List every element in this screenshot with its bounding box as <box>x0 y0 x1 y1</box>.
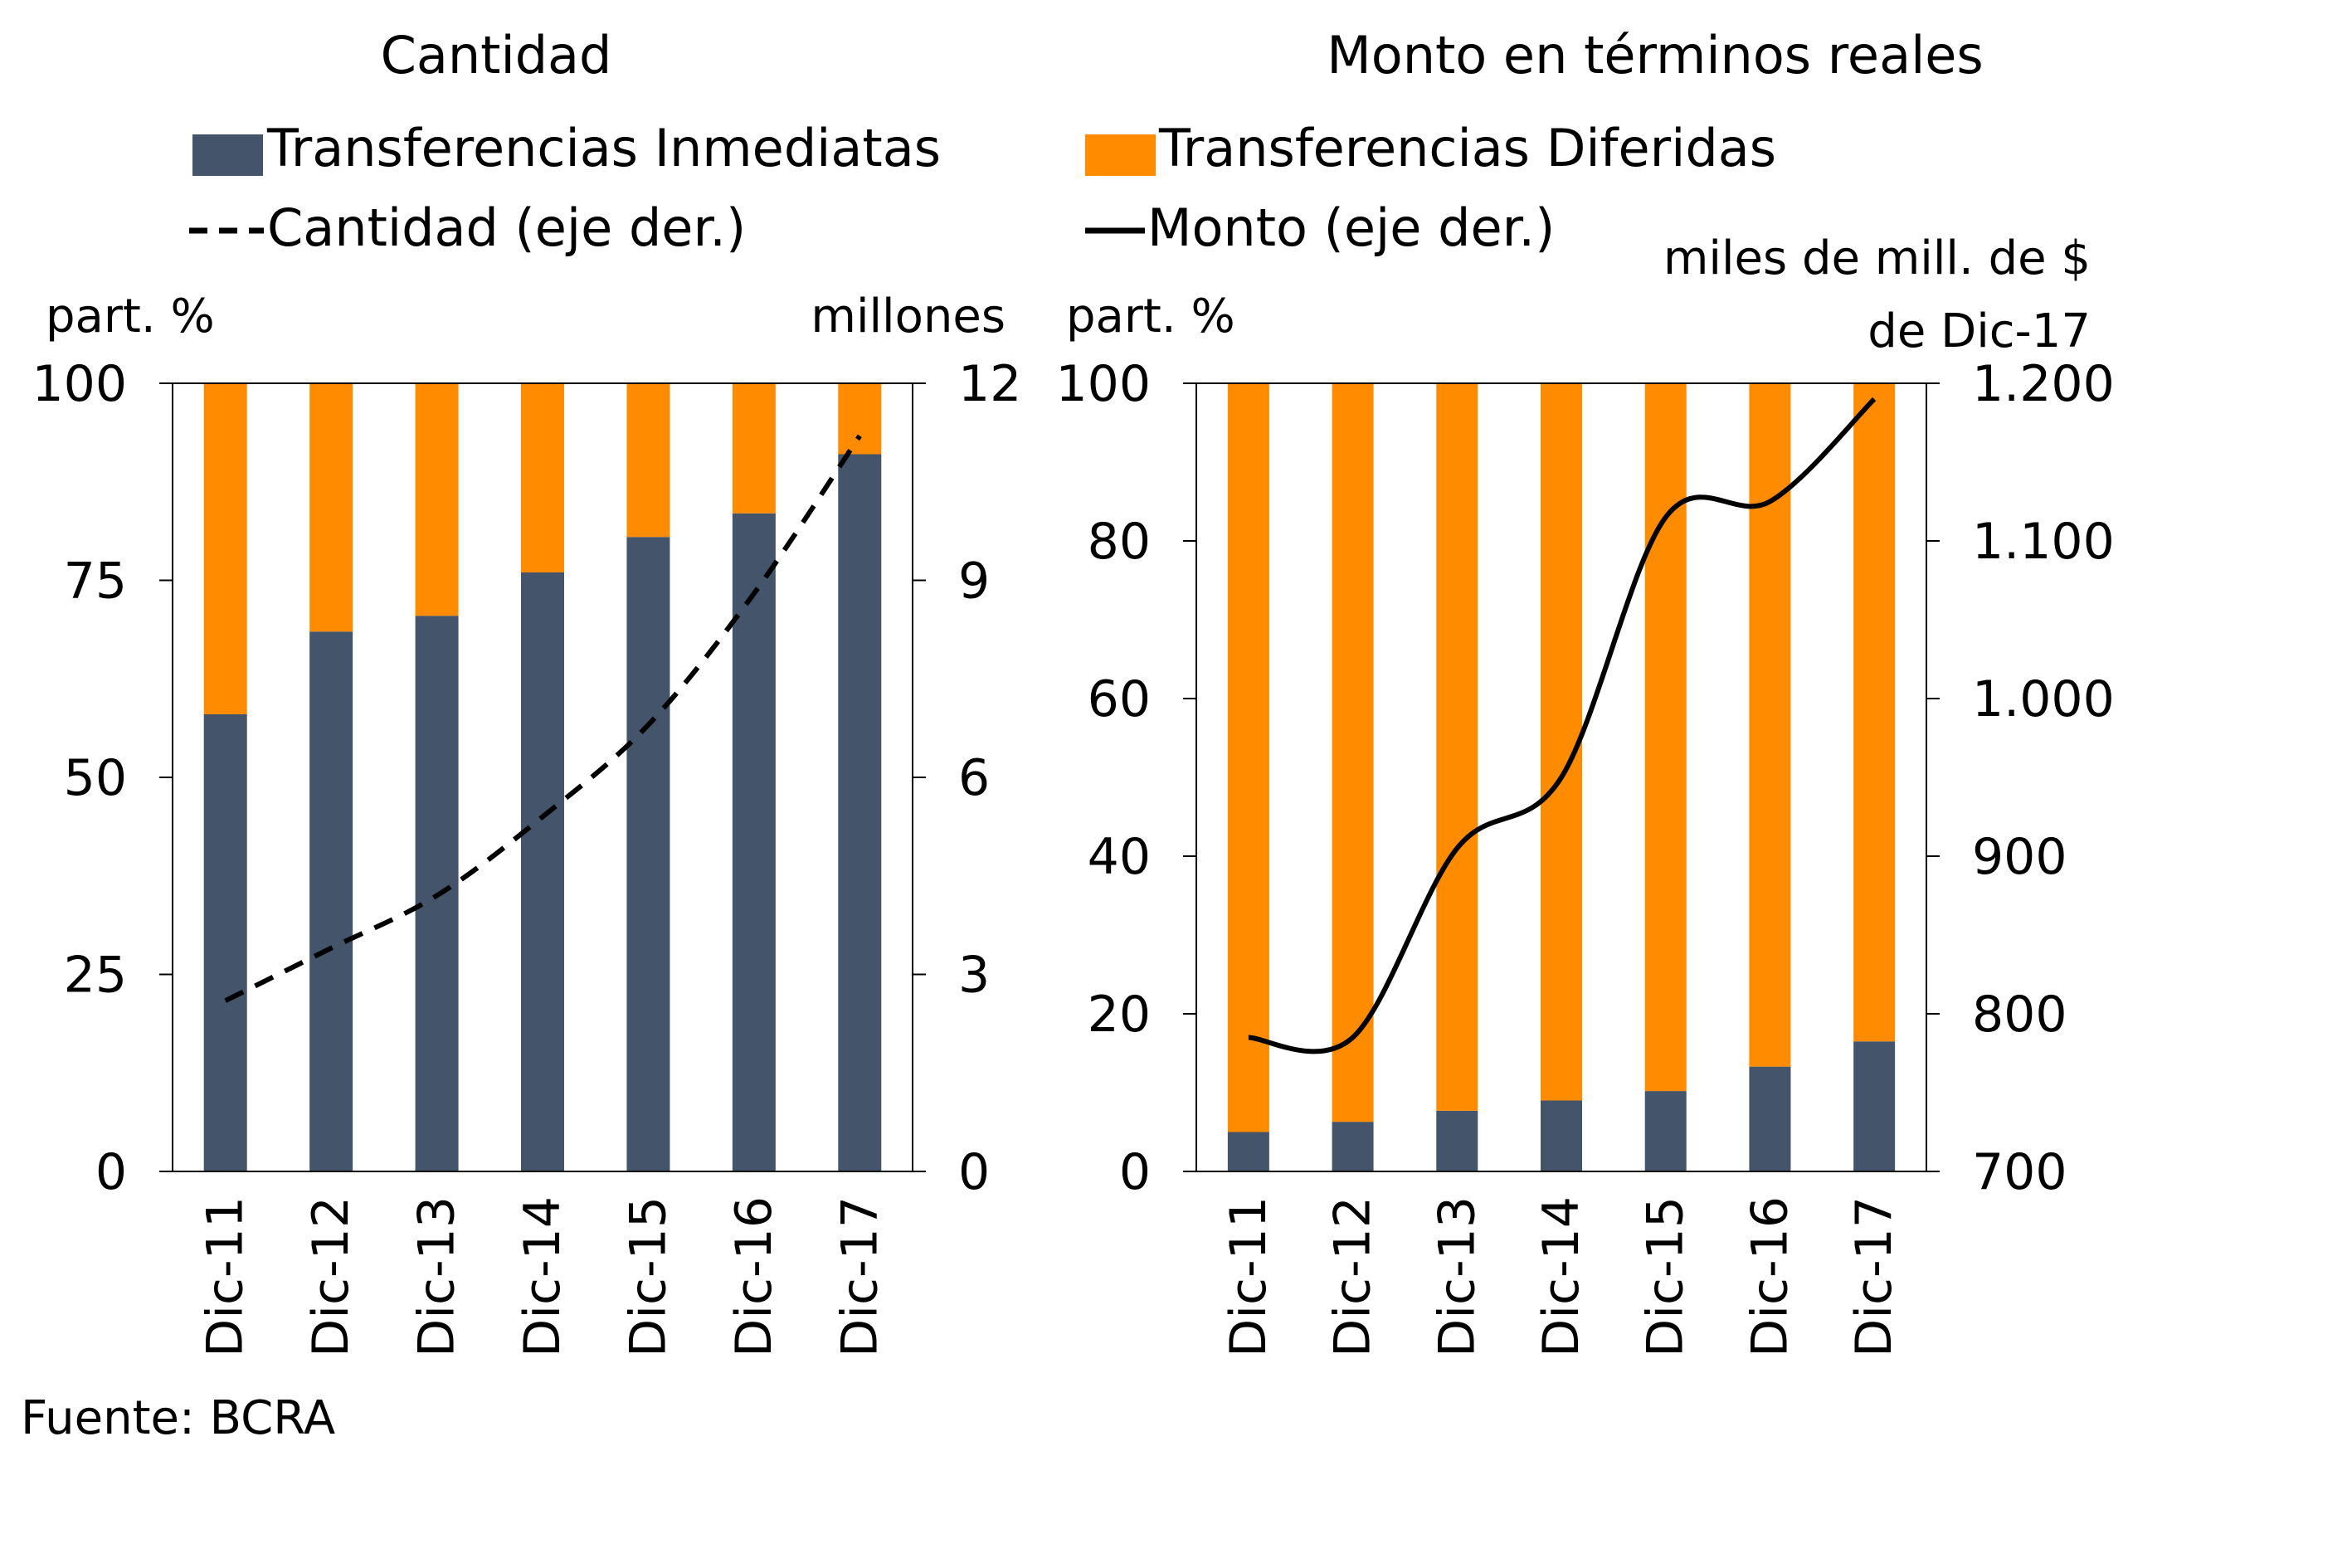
left-chart-plot: Dic-11 Dic-12 Dic-13 Dic-14 Dic-15 Dic-16 Dic-… <box>32 355 1021 1357</box>
right-chart-right-unit-line1: miles de mill. de $ <box>1663 231 2091 285</box>
left-chart-right-unit: millones <box>811 290 1006 343</box>
left-chart-bar-diferidas <box>732 383 776 514</box>
left-chart-title: Cantidad <box>381 25 612 85</box>
right-chart-right-tick-label: 1.100 <box>1972 513 2115 571</box>
legend-label-monto: Monto (eje der.) <box>1147 197 1555 258</box>
left-chart-bar-inmediatas <box>309 631 353 1171</box>
right-chart-bar-diferidas <box>1853 383 1896 1042</box>
right-chart-right-tick-label: 1.000 <box>1972 670 2115 728</box>
right-chart-left-tick-label: 100 <box>1055 355 1151 413</box>
legend-label-diferidas: Transferencias Diferidas <box>1158 118 1776 178</box>
left-chart-category-label: Dic-14 <box>514 1196 572 1357</box>
left-chart-left-tick-label: 100 <box>32 355 127 413</box>
right-chart-plot: Dic-11 Dic-12 Dic-13 Dic-14 Dic-15 Dic-16 Dic-… <box>1055 355 2114 1357</box>
right-chart-category-label: Dic-13 <box>1428 1196 1486 1357</box>
left-chart-bar-diferidas <box>838 383 882 455</box>
left-chart-category-label: Dic-16 <box>725 1196 783 1357</box>
legend: Transferencias Inmediatas Cantidad (eje … <box>189 118 1776 258</box>
right-chart-bar-inmediatas <box>1853 1041 1896 1171</box>
right-chart-bar-diferidas <box>1436 383 1478 1111</box>
left-chart-bar-diferidas <box>521 383 564 572</box>
right-chart-bar-inmediatas <box>1749 1066 1791 1171</box>
right-chart-category-label: Dic-11 <box>1220 1196 1278 1357</box>
left-chart-right-tick-label: 9 <box>958 553 990 611</box>
right-chart-bar-diferidas <box>1644 383 1687 1092</box>
right-chart-right-tick-label: 700 <box>1972 1143 2067 1201</box>
right-chart-left-tick-label: 40 <box>1088 828 1151 886</box>
right-chart-category-label: Dic-15 <box>1637 1196 1695 1357</box>
right-chart-bar-diferidas <box>1749 383 1791 1067</box>
legend-label-inmediatas: Transferencias Inmediatas <box>266 118 941 178</box>
right-chart-category-label: Dic-14 <box>1532 1196 1590 1357</box>
left-chart-left-tick-label: 0 <box>95 1143 127 1201</box>
left-chart-bar-diferidas <box>415 383 459 616</box>
left-chart-bar-inmediatas <box>838 454 882 1171</box>
right-chart-bar-inmediatas <box>1332 1122 1374 1171</box>
source-note: Fuente: BCRA <box>21 1391 335 1445</box>
left-chart-right-tick-label: 12 <box>958 355 1021 413</box>
right-chart-bar-inmediatas <box>1227 1132 1269 1171</box>
right-chart-category-label: Dic-12 <box>1324 1196 1382 1357</box>
right-chart-line-monto <box>1248 397 1877 1054</box>
legend-swatch-inmediatas <box>192 134 263 176</box>
left-chart-left-tick-label: 75 <box>64 553 127 611</box>
right-chart-right-tick-label: 800 <box>1972 986 2067 1044</box>
right-chart-bar-diferidas <box>1227 383 1269 1132</box>
left-chart-left-tick-label: 50 <box>64 749 127 807</box>
left-chart-category-label: Dic-11 <box>197 1196 255 1357</box>
right-chart-left-tick-label: 20 <box>1088 986 1151 1044</box>
left-chart-left-tick-label: 25 <box>64 947 127 1005</box>
legend-label-cantidad: Cantidad (eje der.) <box>267 197 746 258</box>
right-chart-left-tick-label: 80 <box>1088 513 1151 571</box>
right-chart-right-unit-line2: de Dic-17 <box>1867 304 2091 358</box>
left-chart-right-tick-label: 0 <box>958 1143 990 1201</box>
right-chart-bar-inmediatas <box>1436 1110 1478 1171</box>
right-chart-left-tick-label: 60 <box>1088 670 1151 728</box>
left-chart-category-label: Dic-12 <box>302 1196 360 1357</box>
legend-swatch-diferidas <box>1085 134 1156 176</box>
right-chart-category-label: Dic-17 <box>1845 1196 1903 1357</box>
left-chart-bar-diferidas <box>626 383 670 538</box>
left-chart-right-tick-label: 6 <box>958 749 990 807</box>
right-chart-left-tick-label: 0 <box>1119 1143 1151 1201</box>
left-chart-bar-diferidas <box>203 383 247 714</box>
left-chart-category-label: Dic-13 <box>408 1196 466 1357</box>
right-chart-category-label: Dic-16 <box>1741 1196 1799 1357</box>
left-chart-category-label: Dic-15 <box>619 1196 677 1357</box>
left-chart-left-unit: part. % <box>46 290 215 343</box>
right-chart-bar-inmediatas <box>1541 1100 1582 1171</box>
right-chart-bar-inmediatas <box>1644 1091 1687 1171</box>
left-chart-bar-inmediatas <box>626 537 670 1171</box>
left-chart-category-label: Dic-17 <box>830 1196 889 1357</box>
left-chart-bar-diferidas <box>309 383 353 632</box>
right-chart-right-tick-label: 900 <box>1972 828 2067 886</box>
left-chart-bar-inmediatas <box>732 513 776 1171</box>
right-chart-right-tick-label: 1.200 <box>1972 355 2115 413</box>
left-chart-right-tick-label: 3 <box>958 947 990 1005</box>
right-chart-left-unit: part. % <box>1066 290 1235 343</box>
right-chart-plot-frame <box>1195 382 1927 1172</box>
left-chart-bar-inmediatas <box>203 714 247 1171</box>
right-chart-title: Monto en términos reales <box>1327 25 1983 85</box>
right-chart-bar-diferidas <box>1541 383 1582 1101</box>
right-chart-bar-diferidas <box>1332 383 1374 1122</box>
left-chart-bar-inmediatas <box>521 572 564 1171</box>
